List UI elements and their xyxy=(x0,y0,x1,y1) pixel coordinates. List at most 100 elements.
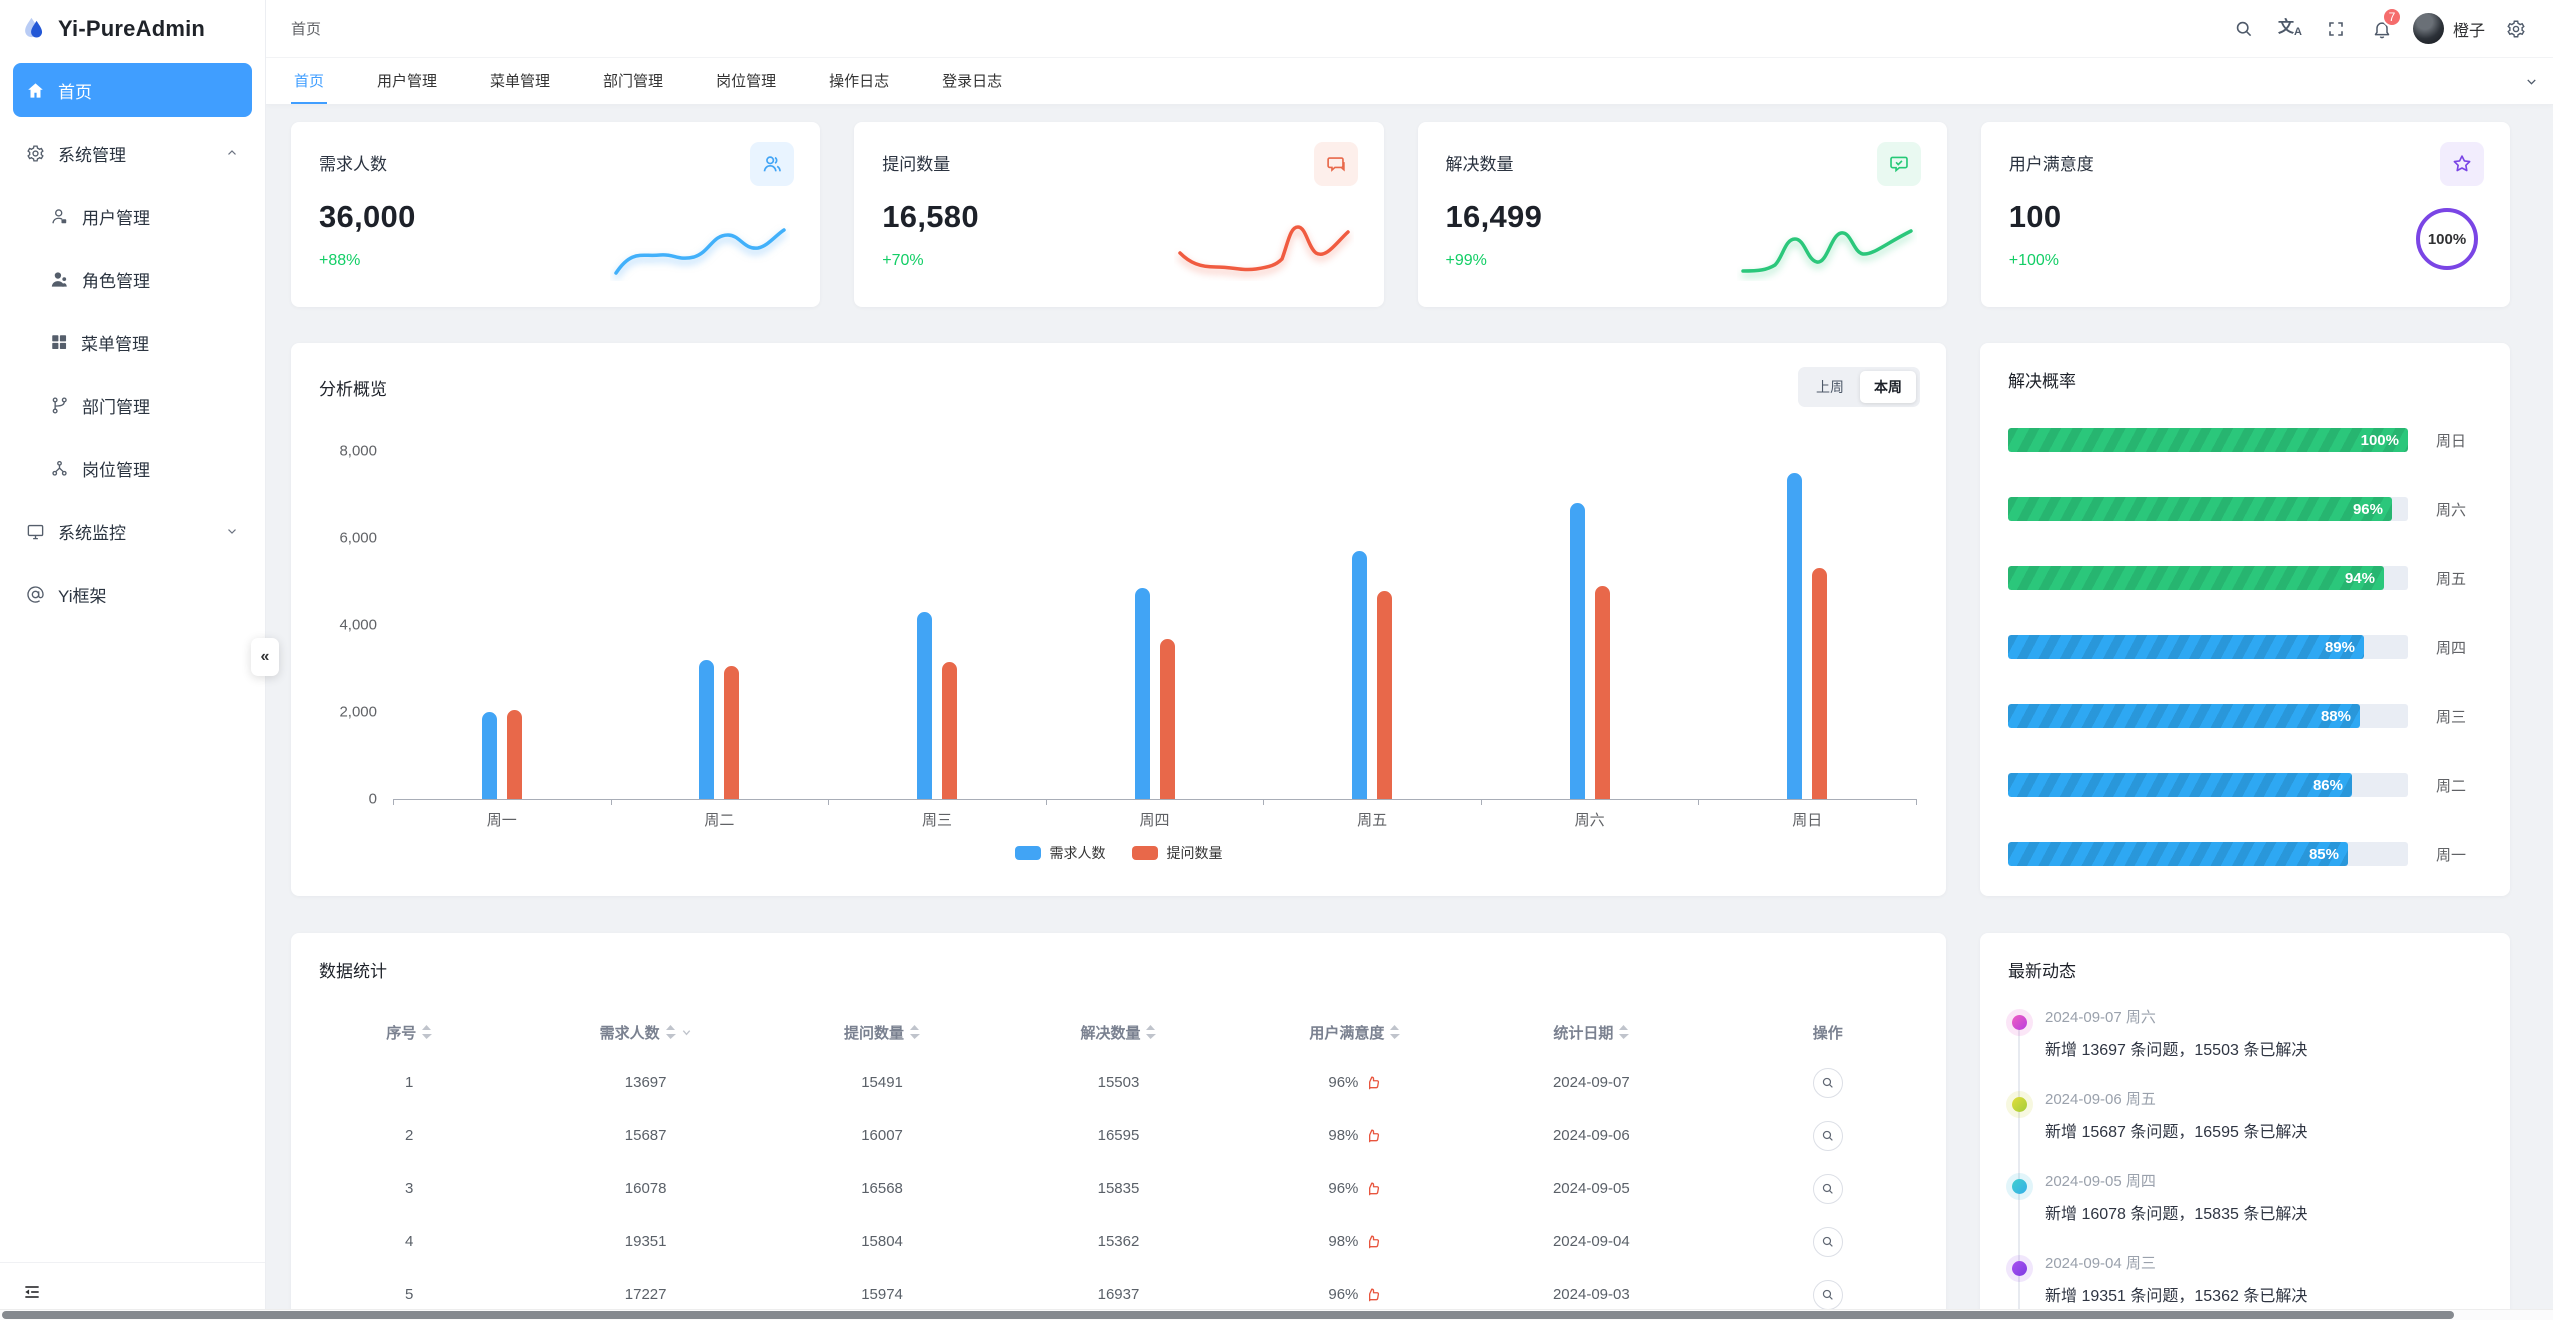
breadcrumb[interactable]: 首页 xyxy=(291,21,322,38)
content: 需求人数 36,000 +88% 提问数量 16,580 +70% xyxy=(266,105,2553,1320)
tab-user-management[interactable]: 用户管理 xyxy=(377,72,438,90)
col-seq[interactable]: 序号 xyxy=(291,1008,527,1056)
progress-track: 88% xyxy=(2008,704,2408,728)
legend-item-questions[interactable]: 提问数量 xyxy=(1131,843,1223,863)
col-questions[interactable]: 提问数量 xyxy=(764,1008,1000,1056)
col-demand[interactable]: 需求人数 xyxy=(527,1008,763,1056)
chart-bar xyxy=(1134,588,1150,799)
home-icon xyxy=(26,81,45,100)
username[interactable]: 橙子 xyxy=(2452,22,2485,40)
star-icon xyxy=(2440,142,2484,186)
magnifier-icon xyxy=(1823,1183,1834,1194)
sidebar-collapse-button[interactable]: « xyxy=(251,638,279,676)
chart-bar xyxy=(724,666,740,799)
view-row-button[interactable] xyxy=(1812,1120,1843,1151)
sidebar-item-label: 用户管理 xyxy=(82,208,150,228)
fullscreen-button[interactable] xyxy=(2313,6,2359,52)
cell-questions: 15491 xyxy=(861,1074,903,1091)
stat-value: 36,000 xyxy=(319,199,416,234)
chevron-up-icon xyxy=(225,146,239,160)
x-tick-label: 周日 xyxy=(1792,812,1823,829)
tab-login-log[interactable]: 登录日志 xyxy=(942,72,1003,90)
sort-carets-icon xyxy=(665,1025,676,1039)
x-tick-label: 周六 xyxy=(1574,812,1605,829)
toggle-last-week[interactable]: 上周 xyxy=(1802,371,1858,403)
sidebar: Yi-PureAdmin 首页 系统管理 用户管理 角色管理 菜单 xyxy=(0,0,279,1320)
chart-legend: 需求人数 提问数量 xyxy=(291,843,1946,863)
sidebar-item-home[interactable]: 首页 xyxy=(13,63,252,117)
col-date[interactable]: 统计日期 xyxy=(1473,1008,1709,1056)
y-tick-label: 6,000 xyxy=(339,529,377,547)
axis-tick xyxy=(1263,799,1265,805)
table-row: 3 16078 16568 15835 96% 2024-09-05 xyxy=(291,1162,1946,1215)
stat-delta: +70% xyxy=(882,252,924,269)
tab-menu-management[interactable]: 菜单管理 xyxy=(490,72,551,90)
cell-seq: 3 xyxy=(405,1180,414,1197)
chart-bar xyxy=(1159,638,1175,799)
view-row-button[interactable] xyxy=(1812,1279,1843,1310)
sparkline-green xyxy=(1741,229,1913,273)
tab-post-management[interactable]: 岗位管理 xyxy=(716,72,777,90)
progress-percent: 96% xyxy=(2352,500,2383,518)
sidebar-item-system-monitor[interactable]: 系统监控 xyxy=(13,504,252,558)
view-row-button[interactable] xyxy=(1812,1173,1843,1204)
translate-button[interactable]: 文A xyxy=(2267,6,2313,52)
progress-percent: 85% xyxy=(2308,845,2339,863)
cell-date: 2024-09-05 xyxy=(1552,1180,1630,1197)
cell-solved: 15503 xyxy=(1097,1074,1140,1091)
progress-track: 100% xyxy=(2008,428,2408,452)
magnifier-icon xyxy=(1823,1236,1834,1247)
sidebar-item-role-management[interactable]: 角色管理 xyxy=(13,252,252,306)
cell-demand: 16078 xyxy=(624,1180,667,1197)
tab-home[interactable]: 首页 xyxy=(291,58,328,104)
progress-fill: 85% xyxy=(2008,842,2348,866)
data-stats-card: 数据统计 序号 需求人数 提问数量 解决数量 用户满意度 统计日期 操作 xyxy=(291,933,1946,1320)
toggle-this-week[interactable]: 本周 xyxy=(1860,371,1916,403)
progress-percent: 88% xyxy=(2320,707,2351,725)
col-solved[interactable]: 解决数量 xyxy=(1000,1008,1236,1056)
stat-title: 提问数量 xyxy=(882,155,951,174)
sidebar-item-system-management[interactable]: 系统管理 xyxy=(13,126,252,180)
settings-button[interactable] xyxy=(2493,6,2539,52)
sidebar-item-menu-management[interactable]: 菜单管理 xyxy=(13,315,252,369)
sidebar-item-yi-framework[interactable]: Yi框架 xyxy=(13,567,252,621)
tab-department-management[interactable]: 部门管理 xyxy=(603,72,664,90)
tabs-more-chevron[interactable] xyxy=(2509,58,2553,104)
stat-value: 16,580 xyxy=(882,199,979,234)
legend-item-demand[interactable]: 需求人数 xyxy=(1014,843,1106,863)
stat-title: 需求人数 xyxy=(319,155,387,174)
menu-fold-icon[interactable] xyxy=(22,1282,42,1302)
axis-tick xyxy=(393,799,394,805)
gear-icon xyxy=(2507,20,2525,37)
timeline-dot xyxy=(2012,1179,2027,1194)
progress-percent: 86% xyxy=(2312,776,2343,794)
timeline-dot xyxy=(2012,1261,2027,1276)
view-row-button[interactable] xyxy=(1812,1067,1843,1098)
magnifier-icon xyxy=(1823,1289,1834,1300)
sidebar-item-user-management[interactable]: 用户管理 xyxy=(13,189,252,243)
search-button[interactable] xyxy=(2221,6,2267,52)
stat-delta: +99% xyxy=(1445,252,1487,269)
avatar[interactable] xyxy=(2412,13,2444,44)
sidebar-item-post-management[interactable]: 岗位管理 xyxy=(13,441,252,495)
chat-bubble-icon xyxy=(1313,142,1358,186)
notifications-button[interactable]: 7 xyxy=(2359,6,2405,52)
view-row-button[interactable] xyxy=(1812,1226,1843,1257)
progress-fill: 96% xyxy=(2008,497,2392,521)
horizontal-scrollbar-thumb[interactable] xyxy=(2,1311,2454,1319)
legend-swatch-demand xyxy=(1014,846,1041,860)
chart-bar xyxy=(506,709,522,799)
tab-operation-log[interactable]: 操作日志 xyxy=(829,72,890,90)
stat-card-questions: 提问数量 16,580 +70% xyxy=(854,122,1384,307)
feed-item: 2024-09-06 周五 新增 15687 条问题，16595 条已解决 xyxy=(2012,1088,2482,1142)
timeline-dot xyxy=(2012,1097,2027,1112)
legend-label: 提问数量 xyxy=(1166,845,1223,861)
week-toggle: 上周 本周 xyxy=(1798,367,1920,407)
sidebar-item-department-management[interactable]: 部门管理 xyxy=(13,378,252,432)
cell-date: 2024-09-03 xyxy=(1552,1286,1630,1303)
chart-bar xyxy=(916,611,932,799)
cell-demand: 13697 xyxy=(624,1074,667,1091)
axis-tick xyxy=(610,799,612,805)
progress-day-label: 周五 xyxy=(2436,570,2467,588)
col-satisfaction[interactable]: 用户满意度 xyxy=(1237,1008,1473,1056)
